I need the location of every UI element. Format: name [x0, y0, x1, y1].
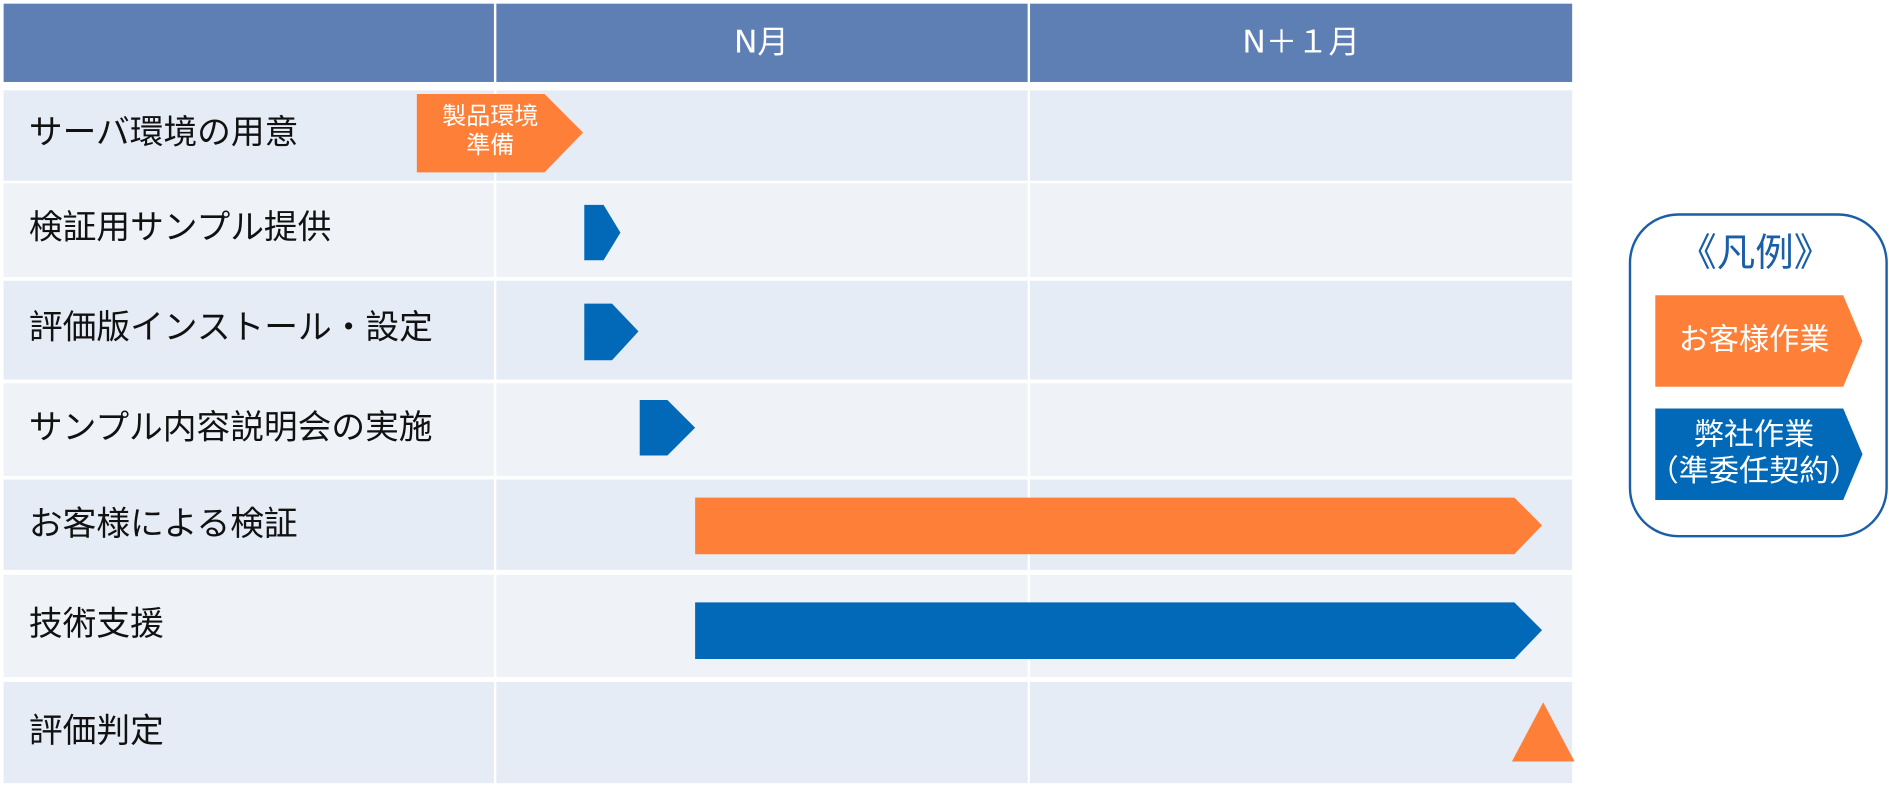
vendor-task	[584, 204, 621, 261]
legend-swatch	[1655, 408, 1863, 501]
legend-label: 弊社作業	[1694, 418, 1814, 453]
legend-label: お客様作業	[1679, 322, 1830, 357]
vendor-task	[584, 303, 639, 361]
row-label: サンプル内容説明会の実施	[29, 407, 433, 446]
header-column: N＋１月	[1242, 24, 1359, 60]
vendor-task	[695, 602, 1543, 660]
task-label: 準備	[466, 131, 514, 159]
row-band	[3, 383, 1573, 476]
row-label: サーバ環境の用意	[29, 112, 298, 151]
legend-title: 《凡例》	[1678, 231, 1832, 276]
row-label: 技術支援	[29, 604, 164, 643]
row-label: 検証用サンプル提供	[29, 207, 331, 246]
task-label: 製品環境	[442, 102, 538, 130]
legend-swatch	[1655, 295, 1863, 387]
customer-task	[695, 497, 1543, 555]
row-label: 評価版インストール・設定	[29, 307, 433, 346]
customer-task	[416, 94, 584, 173]
milestone	[1511, 702, 1575, 762]
row-band	[3, 280, 1573, 380]
row-band	[3, 90, 1573, 181]
header-column: N月	[734, 24, 789, 60]
legend-label: （準委任契約）	[1649, 454, 1860, 489]
row-label: 評価判定	[29, 711, 164, 750]
row-band	[3, 681, 1573, 784]
row-label: お客様による検証	[29, 504, 298, 543]
header-bar	[3, 3, 1573, 82]
row-band	[3, 183, 1573, 278]
vendor-task	[639, 400, 696, 456]
